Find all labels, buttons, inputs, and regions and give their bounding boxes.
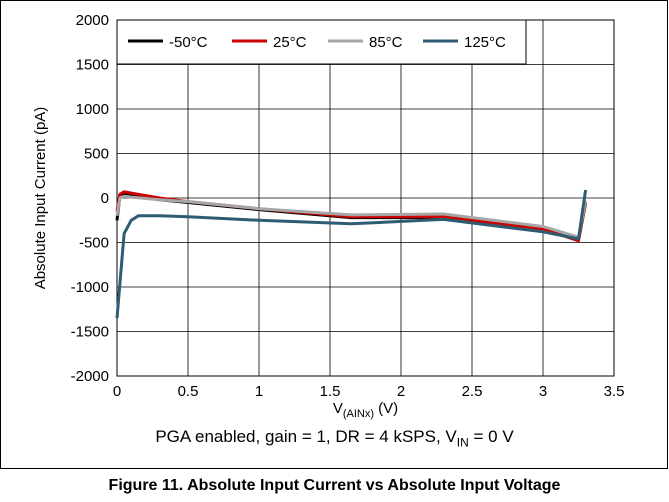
figure-title: Figure 11. Absolute Input Current vs Abs… (108, 477, 561, 494)
caption-subscript: IN (456, 435, 469, 450)
y-tick-label: -1500 (71, 324, 109, 341)
x-tick-labels: 0 0.5 1 1.5 2 2.5 3 3.5 (113, 383, 625, 400)
x-tick-label: 2 (397, 383, 405, 400)
x-axis-label: V(AINx) (V) (333, 400, 398, 420)
figure-frame (0, 0, 668, 469)
x-tick-label: 1 (255, 383, 263, 400)
x-axis-label-sub: (AINx) (343, 408, 374, 420)
legend-label: 25°C (273, 34, 307, 51)
caption-prefix: PGA enabled, gain = 1, DR = 4 kSPS, V (155, 427, 457, 446)
y-tick-label: 500 (84, 146, 109, 163)
y-tick-label: 0 (101, 190, 109, 207)
x-tick-label: 1.5 (320, 383, 341, 400)
x-tick-label: 3.5 (604, 383, 625, 400)
y-tick-label: 1000 (76, 101, 109, 118)
y-tick-label: -500 (79, 235, 109, 252)
y-tick-label: 2000 (76, 12, 109, 29)
x-tick-label: 3 (539, 383, 547, 400)
x-axis-label-unit: (V) (374, 400, 398, 417)
legend-label: -50°C (169, 34, 208, 51)
y-tick-labels: 2000 1500 1000 500 0 -500 -1000 -1500 -2000 (71, 12, 109, 385)
legend-label: 125°C (464, 34, 506, 51)
y-tick-label: 1500 (76, 57, 109, 74)
legend: -50°C 25°C 85°C 125°C (116, 19, 527, 65)
x-tick-label: 0.5 (178, 383, 199, 400)
series-line (115, 189, 588, 319)
series-lines (115, 189, 588, 319)
series-line (115, 194, 588, 239)
chart-caption: PGA enabled, gain = 1, DR = 4 kSPS, VIN … (0, 427, 669, 449)
y-tick-label: -1000 (71, 279, 109, 296)
grid (116, 19, 615, 377)
legend-label: 85°C (369, 34, 403, 51)
y-tick-label: -2000 (71, 368, 109, 385)
x-tick-label: 2.5 (462, 383, 483, 400)
x-axis-label-main: V (333, 400, 343, 417)
caption-suffix: = 0 V (468, 427, 514, 446)
y-axis-label: Absolute Input Current (pA) (32, 107, 49, 290)
x-tick-label: 0 (113, 383, 121, 400)
chart: 0 0.5 1 1.5 2 2.5 3 3.5 2000 1500 1000 500 0 -500 -10… (32, 12, 625, 420)
